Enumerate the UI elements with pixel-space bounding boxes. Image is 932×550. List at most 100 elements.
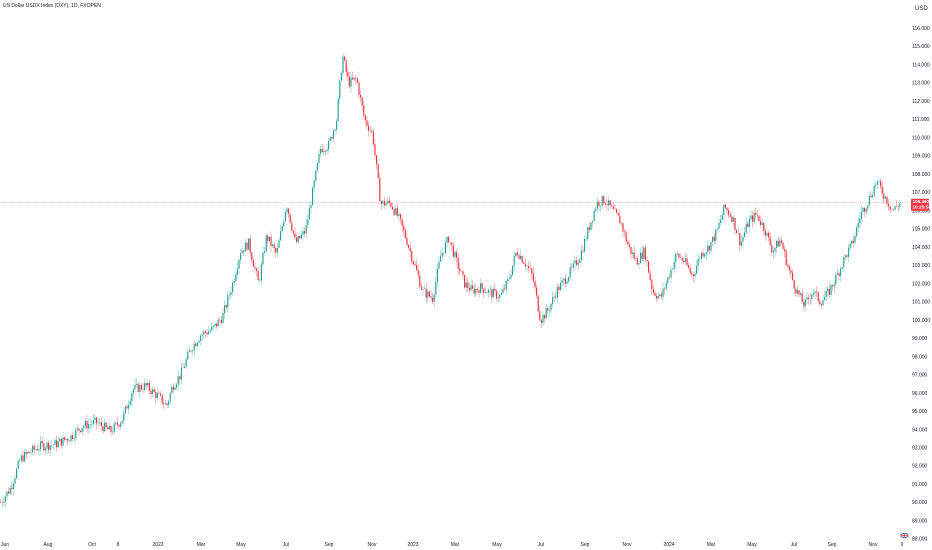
y-tick-label: 101.000 <box>912 300 930 306</box>
candle-body <box>404 230 406 239</box>
candle-body <box>107 426 109 430</box>
candle-body <box>377 164 379 178</box>
bar-countdown: 10:25:54 <box>913 205 932 210</box>
candle-body <box>220 320 222 323</box>
candle-body <box>718 222 720 229</box>
candle-body <box>480 283 482 293</box>
candle-body <box>328 140 330 150</box>
candle-body <box>400 214 402 220</box>
candle-body <box>499 294 501 298</box>
candle-body <box>371 130 373 132</box>
candle-body <box>366 120 368 126</box>
price-scale[interactable]: 116.000 115.000 114.000 113.000 112.000 111.0… <box>912 26 930 543</box>
candle-body <box>144 383 146 390</box>
candle-body <box>555 296 557 298</box>
candle-body <box>110 426 112 433</box>
candle-body <box>873 185 875 196</box>
candle-body <box>118 424 120 427</box>
candle-body <box>284 212 286 222</box>
candle-body <box>200 335 202 341</box>
candle-body <box>372 131 374 145</box>
candle-body <box>707 245 709 253</box>
candle-body <box>374 144 376 156</box>
candle-body <box>736 229 738 234</box>
candle-body <box>260 264 262 281</box>
candle-body <box>865 208 867 212</box>
candle-body <box>100 422 102 427</box>
candle-body <box>710 241 712 251</box>
candle-body <box>275 248 277 253</box>
candle-body <box>155 391 157 398</box>
candle-body <box>608 200 610 206</box>
candle-body <box>670 269 672 278</box>
candle-body <box>280 231 282 241</box>
candle-body <box>673 261 675 269</box>
candle-body <box>899 203 901 207</box>
candle-body <box>49 445 51 450</box>
candle-body <box>185 359 187 367</box>
candle-body <box>148 382 150 391</box>
candle-body <box>75 429 77 439</box>
price-unit-label[interactable]: USD <box>915 6 928 12</box>
candle-body <box>484 292 486 293</box>
candle-body <box>420 286 422 290</box>
candle-body <box>574 260 576 264</box>
candle-body <box>841 266 843 269</box>
candle-body <box>305 224 307 234</box>
y-tick-label: 90.000 <box>912 500 928 506</box>
candle-body <box>832 285 834 287</box>
candle-body <box>835 274 837 285</box>
candle-body <box>320 148 322 154</box>
candle-body <box>883 193 885 199</box>
time-scale[interactable]: Jun Aug Oct 8 2022 Mar May Jul Sep Nov 2023 Mar May J… <box>1 542 904 548</box>
candle-body <box>772 251 774 253</box>
candle-body <box>646 259 648 262</box>
candle-body <box>24 451 26 462</box>
candle-body <box>108 426 110 430</box>
candle-body <box>6 491 8 497</box>
candle-body <box>777 240 779 247</box>
candle-body <box>193 343 195 351</box>
candle-body <box>764 230 766 236</box>
y-tick-label: 108.000 <box>912 172 930 178</box>
candle-body <box>331 137 333 139</box>
candle-body <box>180 367 182 380</box>
candle-body <box>774 247 776 252</box>
candle-body <box>843 257 845 267</box>
x-tick-label: Jul <box>538 542 544 548</box>
uk-flag-icon[interactable] <box>899 530 910 541</box>
candle-body <box>550 303 552 311</box>
candle-body <box>745 223 747 233</box>
candle-body <box>686 258 688 266</box>
candle-body <box>587 227 589 239</box>
candle-body <box>684 258 686 263</box>
candle-body <box>96 417 98 424</box>
candle-body <box>889 206 891 210</box>
candle-body <box>641 252 643 259</box>
candle-body <box>41 441 43 444</box>
candle-body <box>476 288 478 291</box>
candle-body <box>451 242 453 246</box>
candle-body <box>457 257 459 269</box>
candle-body <box>478 290 480 293</box>
candle-body <box>502 288 504 294</box>
candle-body <box>828 288 830 295</box>
candle-body <box>57 441 59 448</box>
candle-body <box>787 264 789 267</box>
candle-body <box>412 261 414 265</box>
candle-body <box>368 125 370 131</box>
candle-body <box>272 244 274 247</box>
candle-body <box>739 233 741 246</box>
candle-body <box>800 293 802 295</box>
candle-body <box>444 242 446 254</box>
candle-body <box>726 207 728 211</box>
candle-body <box>353 77 355 80</box>
candle-body <box>636 258 638 265</box>
candle-body <box>553 296 555 298</box>
candle-body <box>40 441 42 450</box>
candle-body <box>316 163 318 171</box>
candle-body <box>704 254 706 257</box>
candle-body <box>657 295 659 299</box>
candle-body <box>617 212 619 216</box>
